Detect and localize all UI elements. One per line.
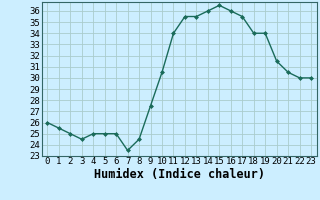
- X-axis label: Humidex (Indice chaleur): Humidex (Indice chaleur): [94, 168, 265, 181]
